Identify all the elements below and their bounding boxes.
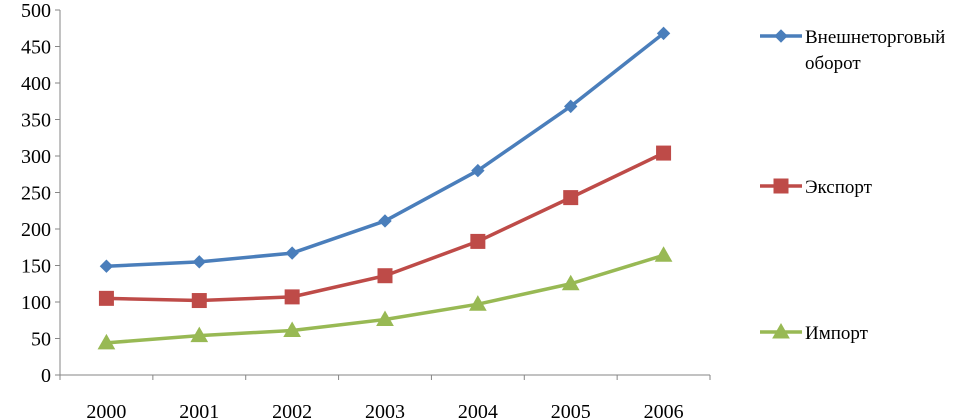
data-point xyxy=(471,163,485,178)
y-tick-label: 100 xyxy=(21,292,51,314)
data-point xyxy=(98,290,114,306)
data-point xyxy=(376,310,394,327)
x-tick-label: 2000 xyxy=(86,401,126,418)
y-tick-label: 450 xyxy=(21,37,51,59)
x-tick-label: 2001 xyxy=(179,401,219,418)
legend-label: Внешнеторговый оборот xyxy=(805,27,945,74)
data-point xyxy=(564,99,578,114)
y-tick-label: 400 xyxy=(21,73,51,95)
legend-entry: Экспорт xyxy=(760,177,873,198)
data-point xyxy=(378,214,392,228)
data-point xyxy=(563,190,579,206)
data-point xyxy=(284,289,300,305)
x-tick-label: 2003 xyxy=(365,401,405,418)
legend-entry: Внешнеторговый оборот xyxy=(760,27,945,74)
y-tick-label: 0 xyxy=(41,365,51,387)
data-point xyxy=(654,246,673,262)
data-point xyxy=(192,255,206,269)
y-tick-label: 200 xyxy=(21,219,51,241)
series-2 xyxy=(98,145,672,309)
data-point xyxy=(190,326,209,343)
legend-marker xyxy=(774,29,788,43)
legend-marker xyxy=(773,178,789,194)
data-point xyxy=(191,293,207,309)
data-point xyxy=(656,26,671,41)
y-axis-ticks: 0 50 100 150 200 250 300 350 400 450 500 xyxy=(21,0,60,387)
data-point xyxy=(99,259,114,273)
legend-entry: Импорт xyxy=(760,322,869,344)
y-tick-label: 350 xyxy=(21,110,51,132)
data-point xyxy=(561,274,580,291)
series-line xyxy=(106,31,665,268)
data-point xyxy=(470,233,486,249)
y-tick-label: 500 xyxy=(21,0,51,22)
y-tick-label: 150 xyxy=(21,256,51,278)
legend-marker xyxy=(772,322,790,339)
x-tick-label: 2004 xyxy=(458,401,498,418)
chart-series xyxy=(97,26,673,350)
y-tick-label: 50 xyxy=(31,329,51,351)
legend-label: Экспорт xyxy=(805,177,873,198)
data-point xyxy=(285,246,299,260)
data-point xyxy=(656,145,672,161)
data-point xyxy=(468,295,487,311)
data-point xyxy=(97,333,116,350)
y-tick-label: 250 xyxy=(21,183,51,205)
legend-label: Импорт xyxy=(805,323,869,344)
data-point xyxy=(283,321,302,337)
chart-legend: Внешнеторговый оборот Экспорт Импорт xyxy=(760,27,945,344)
x-tick-label: 2002 xyxy=(272,401,312,418)
data-point xyxy=(377,268,393,284)
series-3 xyxy=(97,246,673,350)
x-axis-ticks: 2000 2001 2002 2003 2004 2005 2006 xyxy=(59,375,711,418)
x-tick-label: 2006 xyxy=(644,401,684,418)
x-tick-label: 2005 xyxy=(551,401,591,418)
series-1 xyxy=(99,26,671,273)
y-tick-label: 300 xyxy=(21,146,51,168)
